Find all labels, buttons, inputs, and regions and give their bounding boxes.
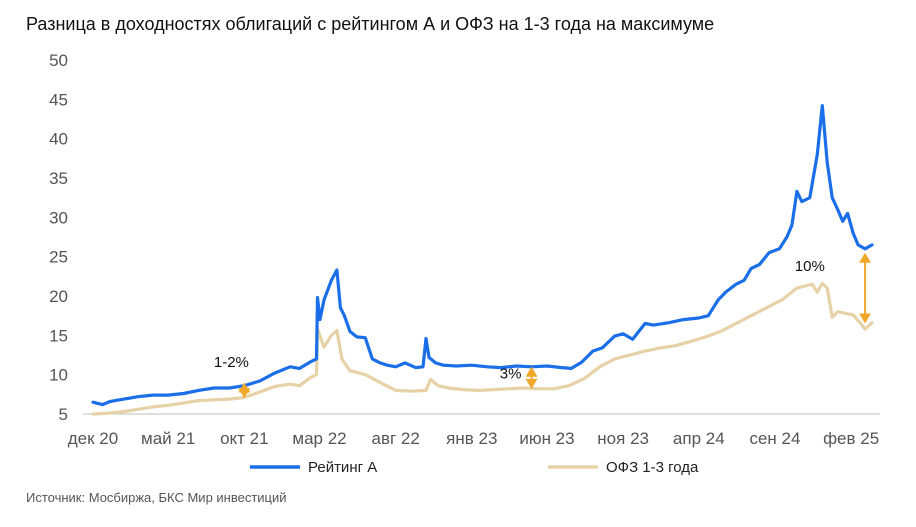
axes-group: 5 10 15 20 25 30 35 40 45 50 дек 20 май 21 окт 21 мар… [49,51,880,448]
x-tick-label: фев 25 [823,429,879,448]
x-tick-label: май 21 [141,429,195,448]
source-note: Источник: Мосбиржа, БКС Мир инвестиций [26,490,287,505]
legend-label: ОФЗ 1-3 года [606,459,699,476]
chart-title: Разница в доходностях облигаций с рейтин… [26,14,715,34]
series-line-ofz [91,281,874,416]
annotation-arrow-head-down [859,313,872,324]
y-tick-label: 40 [49,130,68,149]
annotation-arrow-head-up [525,366,538,377]
x-tick-label: апр 24 [673,429,725,448]
y-tick-label: 10 [49,366,68,385]
x-tick-label: сен 24 [749,429,800,448]
x-tick-label: ноя 23 [597,429,649,448]
annotation-label: 1-2% [214,354,249,371]
y-tick-label: 15 [49,326,68,345]
annotation-label: 3% [500,366,522,383]
y-tick-label: 5 [59,405,68,424]
y-tick-label: 30 [49,208,68,227]
y-tick-label: 20 [49,287,68,306]
annotation-arrow-head-down [238,388,251,399]
annotation-label: 10% [795,258,825,275]
x-tick-label: июн 23 [519,429,574,448]
x-tick-label: дек 20 [68,429,118,448]
y-tick-label: 25 [49,248,68,267]
legend-label: Рейтинг А [308,459,377,476]
legend: Рейтинг А ОФЗ 1-3 года [250,459,699,476]
annotation-arrow-head-up [859,252,872,263]
x-tick-label: янв 23 [446,429,497,448]
series-line-rating-a [91,104,874,407]
annotations-group: 1-2% 3% 10% [214,252,872,399]
x-tick-label: мар 22 [292,429,346,448]
annotation-arrow-head-down [525,378,538,389]
y-tick-label: 50 [49,51,68,70]
x-tick-label: авг 22 [371,429,419,448]
x-tick-label: окт 21 [220,429,269,448]
y-tick-label: 45 [49,90,68,109]
y-tick-label: 35 [49,169,68,188]
series-group [91,104,874,416]
